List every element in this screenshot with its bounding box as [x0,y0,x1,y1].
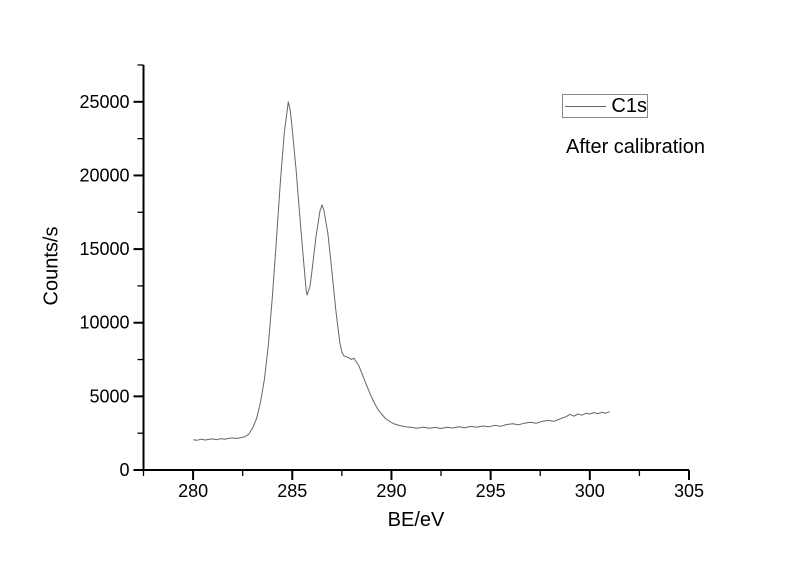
axes-lines [142,65,689,471]
annotation-after-calibration: After calibration [566,136,705,158]
x-axis-title: BE/eV [387,509,445,531]
x-tick-label: 300 [575,481,605,501]
x-tick-label: 285 [277,481,307,501]
legend: C1s [562,94,648,118]
x-tick-label: 295 [476,481,506,501]
c1s-curve [193,101,610,441]
legend-label: C1s [611,95,647,117]
y-tick-label: 25000 [79,92,129,112]
y-axis-title: Counts/s [40,226,63,306]
x-tick-label: 290 [376,481,406,501]
y-tick-label: 0 [119,460,129,480]
x-tick-label: 280 [178,481,208,501]
y-tick-label: 15000 [79,239,129,259]
y-tick-label: 10000 [79,313,129,333]
x-tick-label: 305 [674,481,704,501]
y-tick-label: 20000 [79,165,129,185]
legend-line-sample-icon [565,105,607,107]
y-tick-label: 5000 [89,386,129,406]
